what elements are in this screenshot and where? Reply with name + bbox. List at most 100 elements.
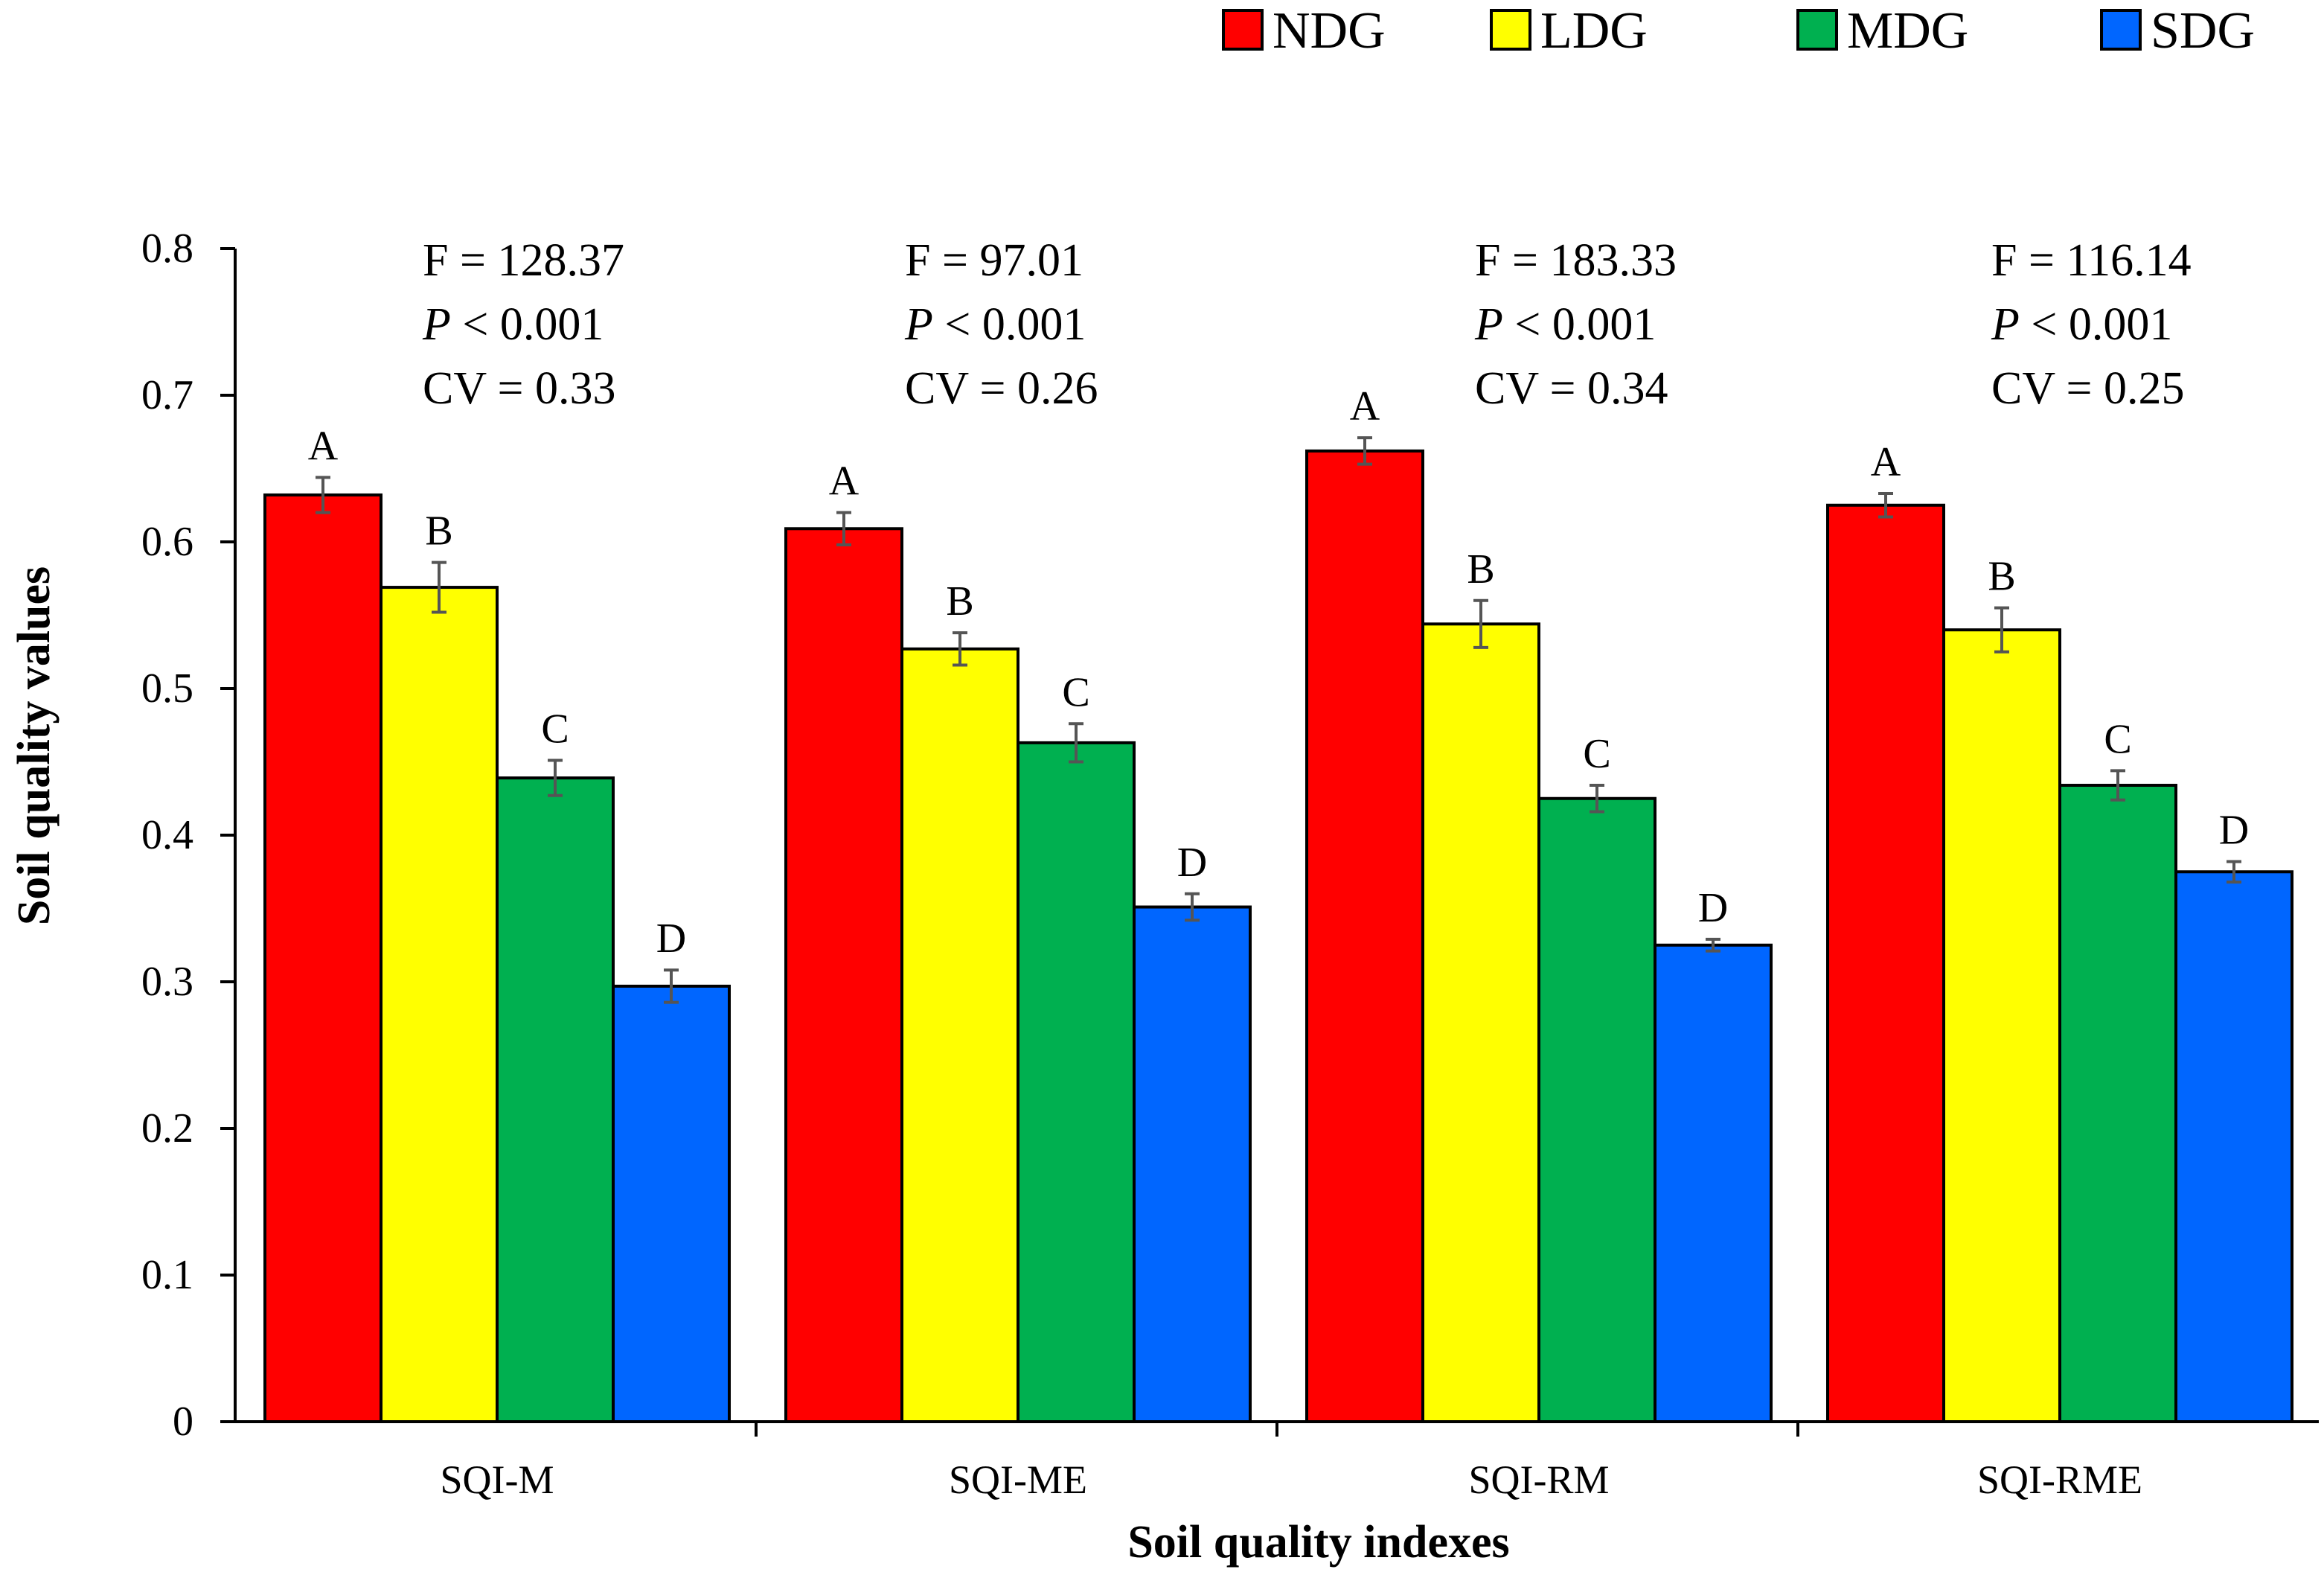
y-tick-label: 0.2 <box>141 1105 193 1151</box>
bar-ldg-sqi-me <box>900 647 1019 1423</box>
error-bar <box>1590 784 1604 814</box>
error-bar <box>1069 722 1083 764</box>
error-bar <box>1878 491 1893 519</box>
significance-letter: A <box>829 459 860 505</box>
cv-value: CV = 0.26 <box>905 363 1098 414</box>
significance-letter: C <box>1062 669 1089 715</box>
y-ticks: 0 0.1 0.2 0.3 0.4 0.5 0.6 0.7 0.8 <box>141 226 235 1445</box>
significance-letter: D <box>656 916 686 962</box>
y-tick-label: 0.8 <box>141 226 193 272</box>
bar-ldg-sqi-rm <box>1421 622 1540 1424</box>
y-tick-label: 0.4 <box>141 812 193 858</box>
legend-label: SDG <box>2151 2 2255 60</box>
x-tick-label: SQI-RME <box>1977 1457 2142 1502</box>
legend-label: MDG <box>1847 2 1968 60</box>
x-tick-label: SQI-M <box>440 1457 554 1502</box>
y-tick-label: 0.6 <box>141 519 193 565</box>
cv-value: CV = 0.25 <box>1991 363 2184 414</box>
p-value: P < 0.001 <box>422 299 604 350</box>
legend-label: LDG <box>1540 2 1648 60</box>
bar-mdg-sqi-me <box>1017 741 1136 1423</box>
significance-letter: B <box>425 508 452 555</box>
error-bar <box>1357 436 1372 466</box>
p-rest: < 0.001 <box>933 299 1086 350</box>
error-bar <box>1473 598 1488 649</box>
p-symbol: P <box>904 299 933 350</box>
p-value: P < 0.001 <box>1474 299 1656 350</box>
cv-value: CV = 0.34 <box>1475 363 1668 414</box>
error-bar <box>2227 860 2241 884</box>
bar-ndg-sqi-rme <box>1826 503 1945 1423</box>
bar-ldg-sqi-m <box>380 586 499 1424</box>
significance-letter: C <box>1583 731 1610 777</box>
f-statistic: F = 128.37 <box>423 235 624 286</box>
p-symbol: P <box>422 299 451 350</box>
y-tick-label: 0.1 <box>141 1252 193 1298</box>
error-bars <box>316 436 2241 1004</box>
p-value: P < 0.001 <box>904 299 1086 350</box>
p-rest: < 0.001 <box>1503 299 1656 350</box>
p-symbol: P <box>1474 299 1503 350</box>
bar-sdg-sqi-m <box>612 984 731 1424</box>
bar-mdg-sqi-m <box>496 776 615 1424</box>
bar-sdg-sqi-rme <box>2174 870 2293 1423</box>
significance-letter: B <box>946 578 973 625</box>
legend-label: NDG <box>1273 2 1386 60</box>
bar-ndg-sqi-m <box>263 493 382 1424</box>
significance-letter: D <box>1177 840 1207 886</box>
bar-ndg-sqi-me <box>784 527 903 1423</box>
significance-letters: A A A A B B B B C C C C D D D D <box>308 383 2249 962</box>
error-bar <box>316 476 330 514</box>
significance-letter: C <box>541 706 569 753</box>
significance-letter: B <box>1467 546 1494 592</box>
error-bar <box>1994 606 2009 654</box>
error-bar <box>953 631 967 667</box>
legend: NDG LDG MDG SDG <box>1222 2 2255 60</box>
error-bar <box>836 511 851 546</box>
x-categories: SQI-M SQI-ME SQI-RM SQI-RME <box>440 1422 2142 1502</box>
p-value: P < 0.001 <box>1991 299 2172 350</box>
p-rest: < 0.001 <box>451 299 604 350</box>
x-axis-title: Soil quality indexes <box>1127 1517 1509 1568</box>
bars <box>263 449 2293 1424</box>
bar-mdg-sqi-rme <box>2058 784 2177 1423</box>
error-bar <box>548 758 563 797</box>
error-bar <box>2110 769 2125 802</box>
legend-swatch <box>1796 9 1838 51</box>
f-statistic: F = 183.33 <box>1475 235 1677 286</box>
legend-item-mdg: MDG <box>1796 2 1968 60</box>
x-tick-label: SQI-RM <box>1468 1457 1609 1502</box>
f-statistic: F = 97.01 <box>905 235 1083 286</box>
y-tick-label: 0.7 <box>141 372 193 418</box>
bar-ldg-sqi-rme <box>1942 628 2061 1424</box>
significance-letter: A <box>1871 439 1901 485</box>
significance-letter: C <box>2104 716 2131 762</box>
bar-mdg-sqi-rm <box>1537 796 1656 1423</box>
significance-letter: A <box>308 423 339 469</box>
stat-annotations: F = 128.37 P < 0.001 CV = 0.33 F = 97.01 P <… <box>422 235 2192 414</box>
significance-letter: D <box>2219 807 2249 853</box>
cv-value: CV = 0.33 <box>423 363 615 414</box>
error-bar <box>664 968 679 1004</box>
significance-letter: B <box>1988 554 2015 600</box>
bar-ndg-sqi-rm <box>1305 449 1424 1423</box>
legend-item-ldg: LDG <box>1490 2 1648 60</box>
y-tick-label: 0 <box>173 1399 193 1445</box>
error-bar <box>1185 892 1200 922</box>
y-tick-label: 0.5 <box>141 665 193 712</box>
p-rest: < 0.001 <box>2020 299 2172 350</box>
bar-sdg-sqi-me <box>1133 905 1252 1423</box>
y-tick-label: 0.3 <box>141 959 193 1005</box>
f-statistic: F = 116.14 <box>1991 235 2192 286</box>
p-symbol: P <box>1991 299 2020 350</box>
error-bar <box>432 560 446 614</box>
legend-swatch <box>1222 9 1264 51</box>
legend-item-ndg: NDG <box>1222 2 1386 60</box>
x-tick-label: SQI-ME <box>949 1457 1087 1502</box>
significance-letter: A <box>1350 383 1380 429</box>
legend-swatch <box>1490 9 1531 51</box>
error-bar <box>1706 937 1720 953</box>
y-axis-title: Soil quality values <box>9 566 60 925</box>
legend-swatch <box>2100 9 2142 51</box>
